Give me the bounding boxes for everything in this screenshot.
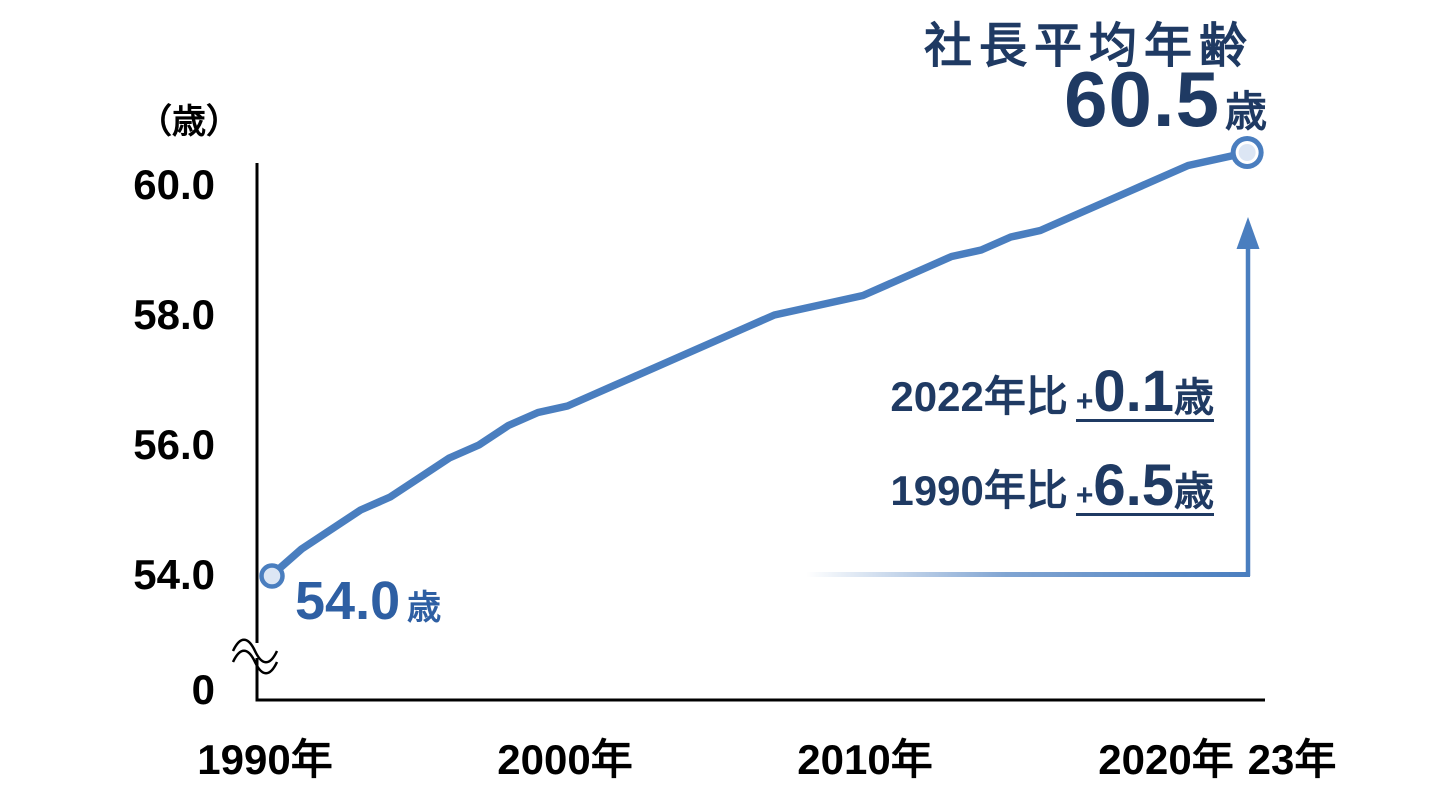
start-data-point-marker xyxy=(259,563,285,589)
y-tick-0: 0 xyxy=(191,666,215,713)
latest-value-number: 60.5 xyxy=(1064,55,1220,143)
x-tick-2023: 23年 xyxy=(1247,736,1337,783)
y-tick-54: 54.0 xyxy=(133,551,215,598)
x-tick-2010: 2010年 xyxy=(797,736,933,783)
x-tick-1990: 1990年 xyxy=(197,736,333,783)
end-data-point-marker xyxy=(1230,136,1264,169)
y-tick-56: 56.0 xyxy=(133,421,215,468)
y-tick-60: 60.0 xyxy=(133,161,215,208)
start-value-number: 54.0 xyxy=(295,571,401,631)
start-value-label: 54.0 歳 xyxy=(295,570,441,632)
start-value-unit: 歳 xyxy=(407,589,442,627)
annotation-prefix: 1990年比 xyxy=(890,467,1068,514)
annotation-underlined-value: +0.1歳 xyxy=(1075,359,1214,424)
latest-value-label: 60.5 歳 xyxy=(1064,54,1267,145)
chart-title: 社長平均年齢 xyxy=(923,20,1254,73)
plus-sign: + xyxy=(1075,385,1094,418)
x-tick-2000: 2000年 xyxy=(497,736,633,783)
y-tick-58: 58.0 xyxy=(133,291,215,338)
trend-line xyxy=(268,148,1251,579)
annotation-vs-2022: 2022年比 +0.1歳 xyxy=(890,358,1214,425)
latest-value-unit: 歳 xyxy=(1224,88,1267,135)
annotation-prefix: 2022年比 xyxy=(890,373,1068,420)
x-tick-2020: 2020年 xyxy=(1098,736,1234,783)
annotation-underlined-value: +6.5歳 xyxy=(1075,453,1214,518)
y-axis-unit-label: （歳） xyxy=(138,103,240,141)
annotation-vs-1990: 1990年比 +6.5歳 xyxy=(890,452,1214,519)
plus-sign: + xyxy=(1075,479,1094,512)
axis-break-icon xyxy=(231,638,279,675)
up-arrow xyxy=(806,217,1260,577)
